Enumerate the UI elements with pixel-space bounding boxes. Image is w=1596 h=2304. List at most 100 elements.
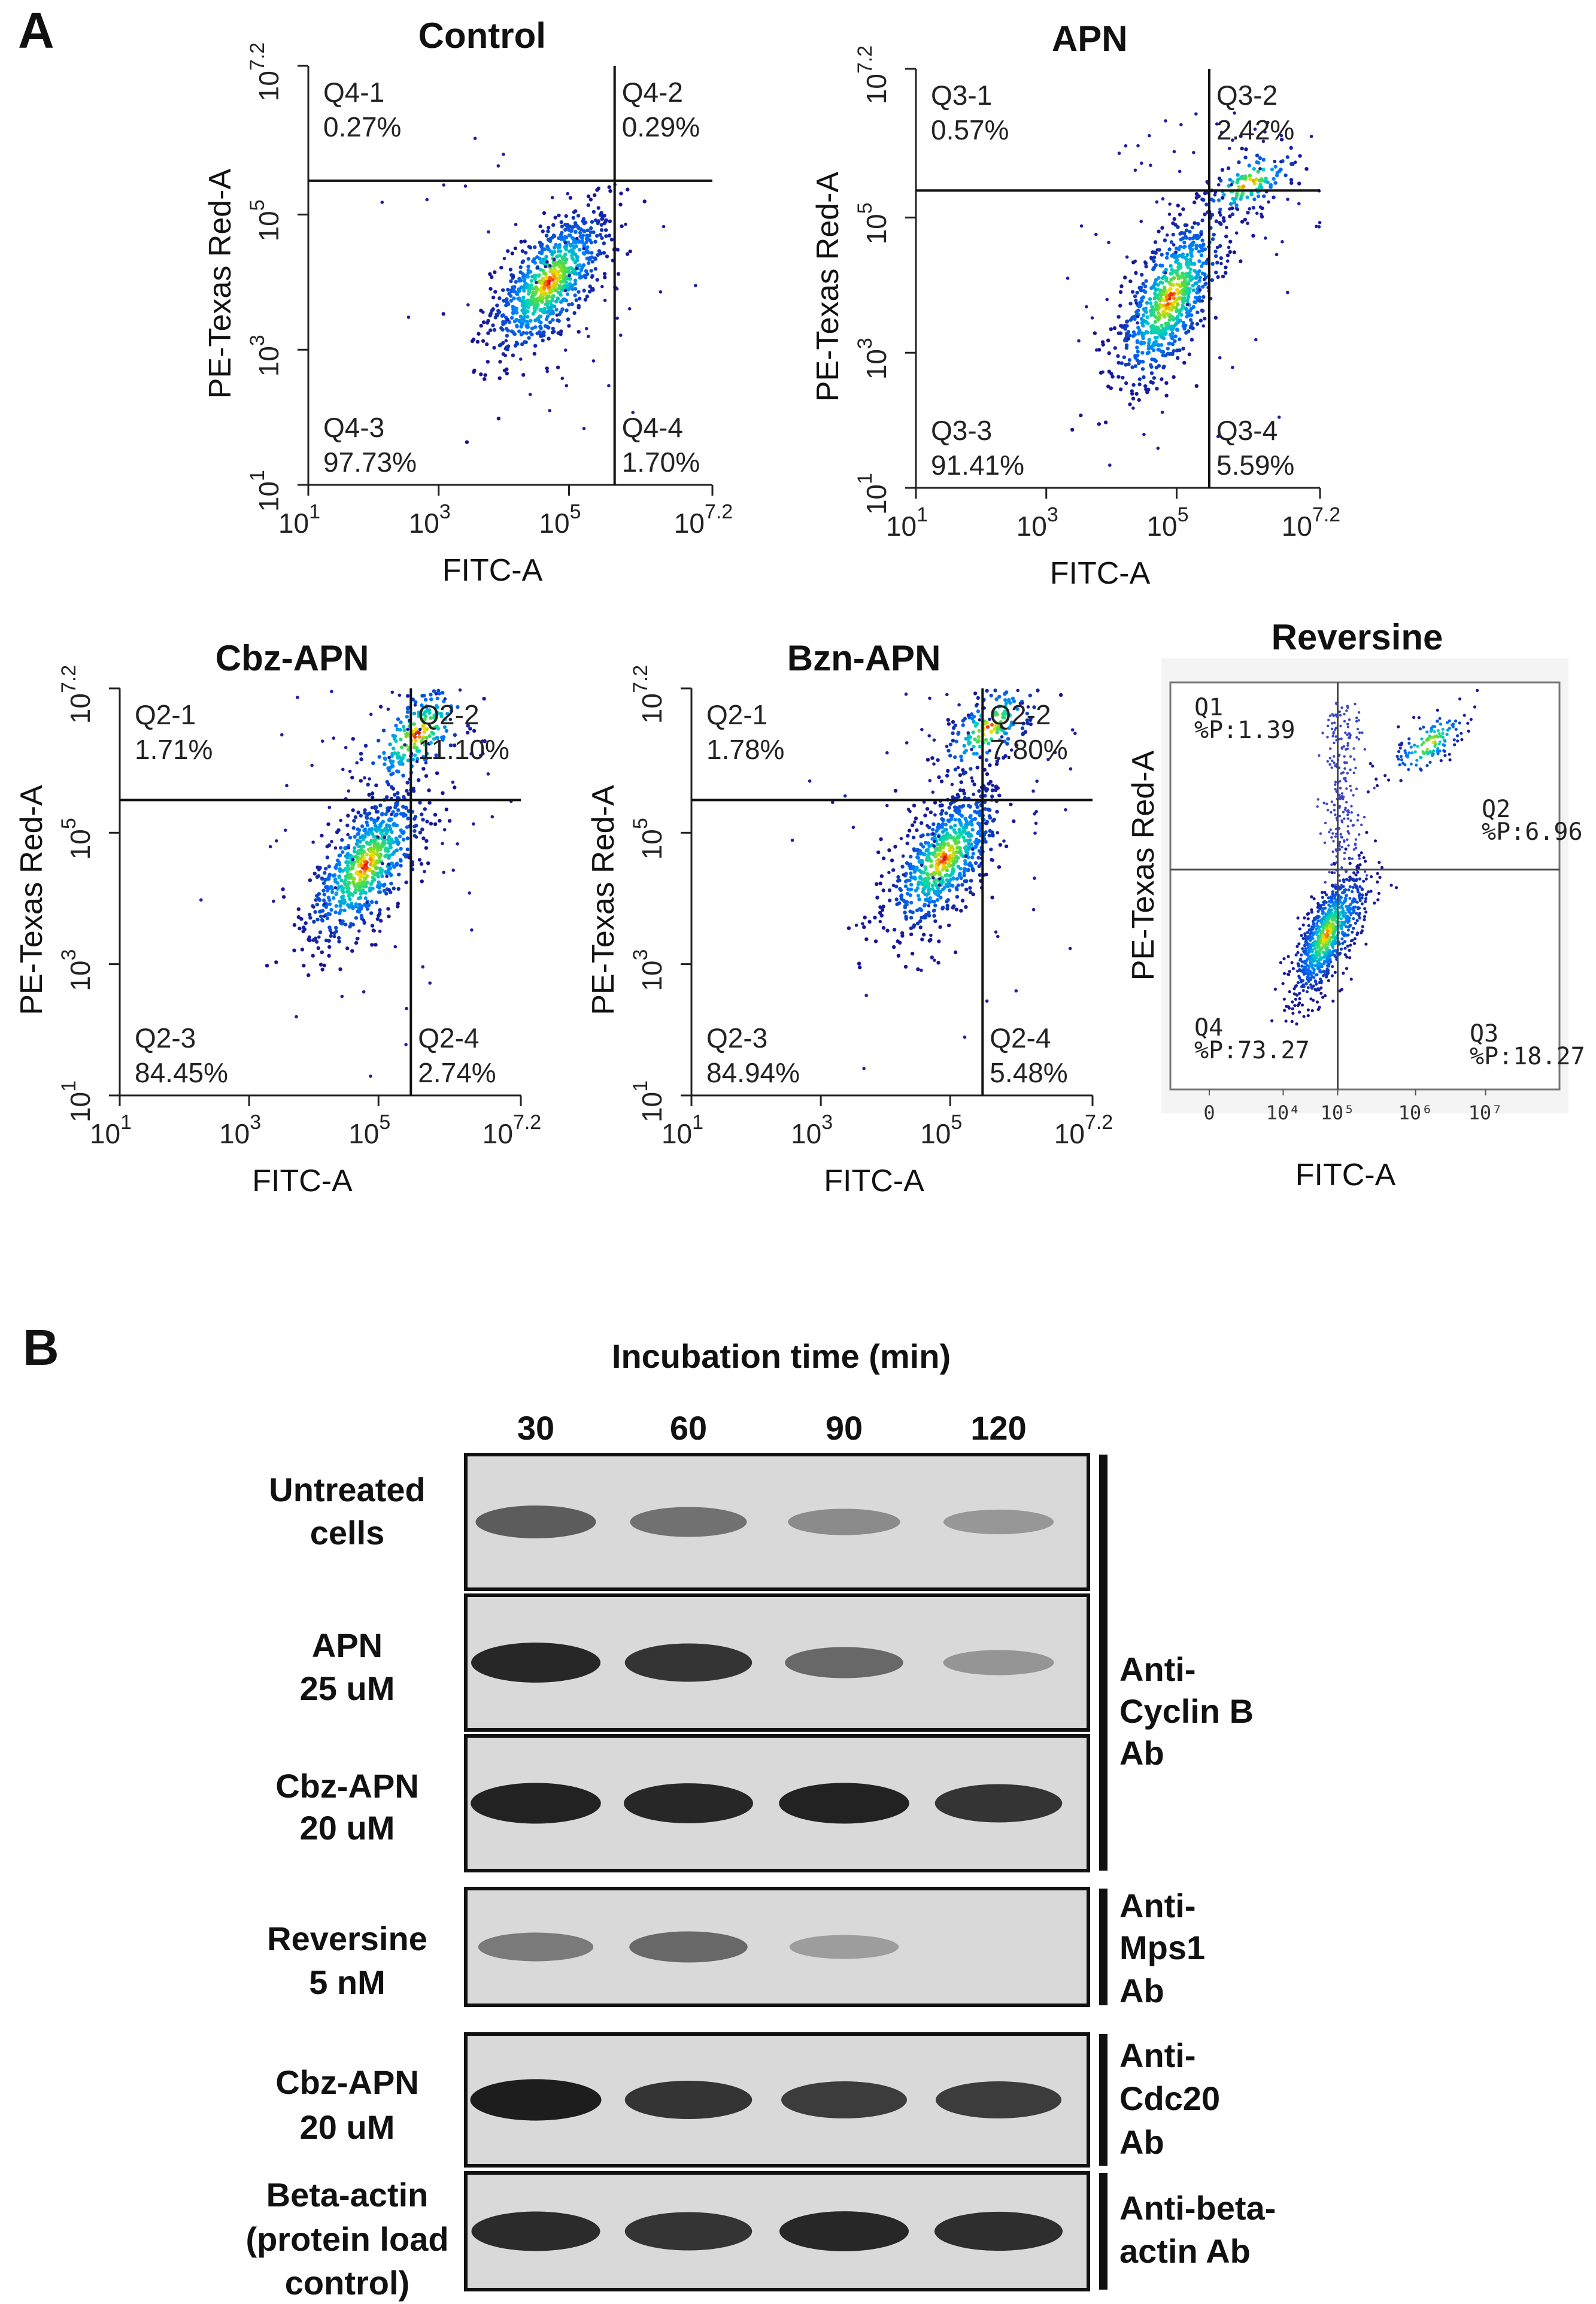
event-point [1446,721,1449,724]
event-point [359,870,363,874]
event-point [1160,281,1165,285]
event-point [642,199,647,204]
event-point [933,872,937,876]
event-point [984,872,988,877]
event-point [378,828,382,832]
event-point [1312,897,1316,901]
event-point [518,270,523,274]
event-point [985,688,989,693]
event-point [384,870,388,874]
event-point [957,809,961,813]
event-point [388,818,392,822]
event-point [321,881,326,885]
event-point [1283,1009,1286,1012]
event-point-sparse [1148,133,1151,138]
event-point [1137,328,1142,332]
event-point [1351,890,1354,894]
event-point [1201,284,1205,289]
event-point-sparse [502,257,506,260]
event-point [1438,717,1442,720]
event-point [493,270,497,274]
event-point [390,830,394,834]
event-point [548,269,553,274]
event-point-sparse [584,327,588,330]
event-point [937,848,941,852]
event-point [1436,728,1440,733]
event-point-sparse [1225,259,1230,263]
event-point [589,241,593,245]
event-point [935,898,940,902]
event-point [363,743,368,748]
event-point [1364,900,1367,903]
event-point [995,809,999,814]
event-point [405,694,410,698]
event-point [990,788,995,793]
event-point [969,842,974,846]
event-point [1150,305,1154,309]
event-point [420,879,424,884]
event-point [1151,381,1155,385]
quadrant-value: 5.48% [990,1057,1067,1088]
event-point-sparse [548,409,552,412]
event-point [383,882,387,887]
event-point [1296,916,1300,920]
event-point [1351,878,1355,881]
event-point [1364,860,1367,863]
event-point [1226,166,1231,171]
event-point [481,339,486,343]
event-point [334,929,338,934]
event-point [548,237,553,241]
event-point [545,244,550,248]
event-point-sparse [451,781,455,784]
event-point [1297,975,1301,978]
event-point [517,318,521,323]
event-point [591,288,595,292]
event-point [374,805,378,809]
event-point [479,372,483,377]
event-point-sparse [347,789,351,793]
event-point [342,898,347,902]
event-point [1312,976,1316,979]
event-point [435,711,439,715]
flow-plot: Cbz-APN101101103103105105107.2107.2FITC-… [14,638,541,1198]
event-point [918,876,922,880]
event-point [1417,716,1421,720]
event-point [1318,962,1321,966]
event-point [369,911,374,915]
event-point [946,898,950,902]
event-point [1330,974,1334,978]
x-axis-label: FITC-A [824,1164,924,1198]
event-point [1110,375,1115,379]
event-point [547,295,551,299]
event-point [1181,207,1185,211]
event-point [958,851,963,855]
event-point [1304,167,1309,171]
event-point [501,313,505,317]
event-point [1314,927,1318,931]
event-point [495,303,499,308]
event-point-sparse [280,733,284,737]
event-point [411,757,415,762]
event-point [314,940,319,944]
event-point [947,806,951,810]
event-point [1012,819,1016,824]
event-point [527,336,531,340]
event-point [385,795,389,799]
event-point [372,846,377,851]
event-point [1158,289,1163,293]
quadrant-name: Q4-4 [622,412,683,443]
event-point [920,937,924,942]
event-point-sparse [327,806,332,809]
event-point [1168,332,1173,337]
event-point-sparse [928,696,931,700]
event-point [961,772,966,776]
event-point-sparse [486,772,490,776]
event-point [1352,927,1355,930]
event-point-sparse [1070,728,1075,732]
event-point [1116,375,1121,379]
event-point [1326,964,1330,967]
event-point-sparse [933,839,936,843]
event-point [567,266,571,271]
event-point [1169,264,1173,268]
event-point [420,827,424,831]
